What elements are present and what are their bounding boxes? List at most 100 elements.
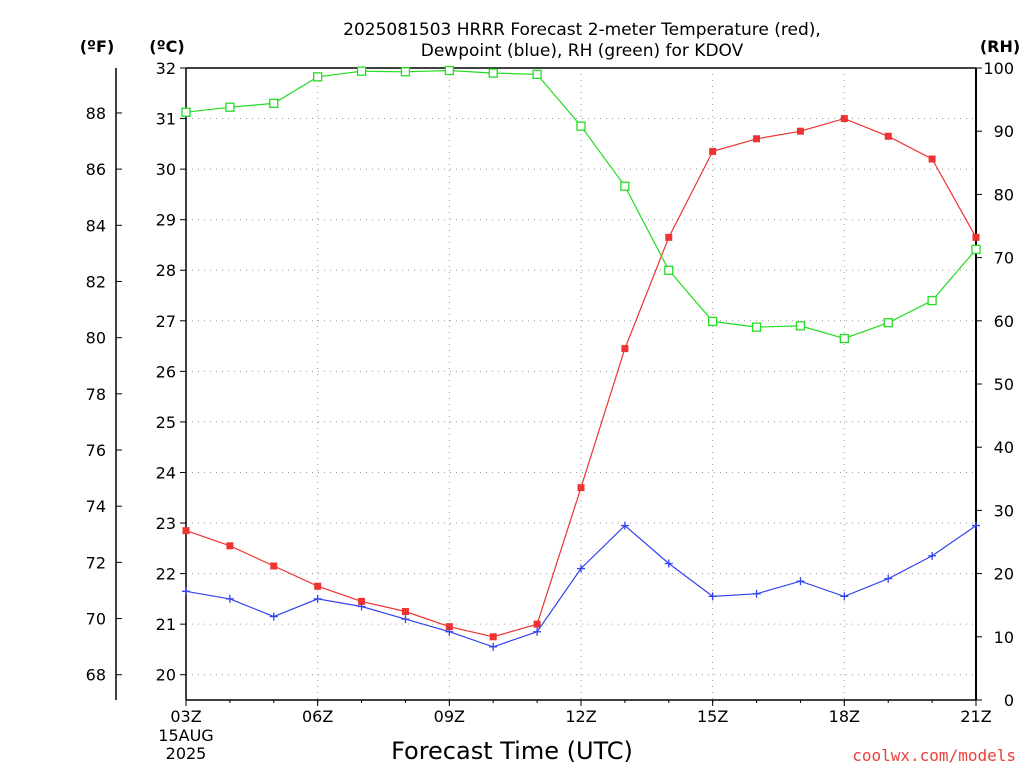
credit-text: coolwx.com/models [852, 746, 1016, 765]
celsius-tick-label: 30 [156, 160, 176, 179]
dewpoint-point [313, 594, 322, 603]
temperature-point [226, 542, 234, 550]
dewpoint-point [752, 589, 761, 598]
series-dewpoint [182, 521, 980, 651]
chart-title-line1: 2025081503 HRRR Forecast 2-meter Tempera… [343, 20, 821, 40]
celsius-tick-label: 32 [156, 59, 176, 78]
fahrenheit-tick-label: 72 [86, 553, 106, 572]
fahrenheit-tick-label: 78 [86, 385, 106, 404]
temperature-point [884, 132, 892, 140]
rh-tick-label: 80 [994, 185, 1014, 204]
rh-unit-label: (RH) [980, 37, 1020, 56]
rh-tick-label: 50 [994, 375, 1014, 394]
dewpoint-point [840, 592, 849, 601]
series-rh [181, 65, 981, 344]
series-line-dewpoint [185, 524, 977, 648]
rh-point [356, 66, 367, 76]
rh-point [751, 322, 762, 332]
dewpoint-point [357, 602, 366, 611]
x-tick-label: 18Z [829, 707, 860, 726]
celsius-tick-label: 29 [156, 211, 176, 230]
temperature-point [840, 115, 848, 123]
rh-point [313, 72, 323, 82]
celsius-tick-label: 23 [156, 514, 176, 533]
x-tick-label: 03Z [170, 707, 201, 726]
rh-point [664, 265, 674, 275]
dewpoint-point [664, 559, 673, 568]
x-tick-label: 21Z [960, 707, 991, 726]
temperature-point [314, 582, 322, 590]
axes [115, 67, 982, 706]
temperature-point [445, 623, 453, 631]
dewpoint-point [269, 612, 278, 621]
rh-tick-label: 90 [994, 122, 1014, 141]
chart-title-line2: Dewpoint (blue), RH (green) for KDOV [421, 41, 744, 61]
series-temperature [182, 115, 980, 641]
dewpoint-point [972, 521, 980, 530]
celsius-tick-label: 25 [156, 413, 176, 432]
dewpoint-point [928, 551, 937, 560]
celsius-tick-label: 20 [156, 666, 176, 685]
dewpoint-point [796, 577, 805, 586]
celsius-tick-label: 24 [156, 463, 176, 482]
celsius-tick-label: 22 [156, 565, 176, 584]
x-date-label: 15AUG [158, 726, 213, 745]
rh-point [708, 316, 718, 327]
temperature-point [358, 597, 366, 605]
rh-tick-label: 100 [983, 59, 1014, 78]
data-series [181, 65, 981, 651]
fahrenheit-tick-label: 74 [86, 497, 106, 516]
rh-point [795, 321, 806, 331]
temperature-point [972, 233, 980, 241]
dewpoint-point [884, 574, 893, 583]
grid-lines [186, 68, 976, 700]
fahrenheit-tick-label: 76 [86, 441, 106, 460]
rh-tick-label: 20 [994, 565, 1014, 584]
celsius-tick-label: 28 [156, 261, 176, 280]
x-tick-label: 06Z [302, 707, 333, 726]
dewpoint-point [708, 592, 717, 601]
fahrenheit-tick-label: 80 [86, 329, 106, 348]
fahrenheit-tick-label: 82 [86, 272, 106, 291]
x-tick-label: 12Z [565, 707, 596, 726]
celsius-tick-label: 31 [156, 110, 176, 129]
rh-point [927, 295, 937, 306]
temperature-point [533, 620, 541, 628]
dewpoint-point [489, 642, 498, 651]
dewpoint-point [620, 521, 629, 530]
celsius-unit-label: (ºC) [149, 37, 184, 56]
temperature-point [709, 147, 717, 155]
temperature-point [489, 633, 497, 641]
fahrenheit-tick-label: 88 [86, 104, 106, 123]
temperature-point [665, 233, 673, 241]
rh-point [839, 333, 849, 344]
dewpoint-point [401, 615, 410, 624]
temperature-point [928, 155, 936, 163]
celsius-tick-label: 21 [156, 615, 176, 634]
temperature-point [621, 345, 629, 353]
rh-tick-label: 30 [994, 501, 1014, 520]
celsius-tick-label: 27 [156, 312, 176, 331]
rh-point [269, 98, 279, 109]
temperature-point [753, 135, 761, 143]
fahrenheit-unit-label: (ºF) [80, 37, 115, 56]
rh-point [576, 121, 586, 131]
dewpoint-point [225, 594, 234, 603]
dewpoint-point [182, 587, 190, 596]
x-tick-label: 09Z [434, 707, 465, 726]
x-axis-title: Forecast Time (UTC) [391, 737, 633, 765]
dewpoint-point [577, 564, 585, 573]
rh-tick-label: 10 [994, 628, 1014, 647]
rh-tick-label: 70 [994, 249, 1014, 268]
rh-tick-label: 40 [994, 438, 1014, 457]
rh-point [488, 68, 498, 78]
fahrenheit-tick-label: 68 [86, 666, 106, 685]
temperature-point [401, 608, 409, 616]
fahrenheit-tick-label: 70 [86, 610, 106, 629]
rh-point [225, 102, 235, 112]
rh-point [444, 65, 454, 76]
series-line-temperature [185, 117, 977, 638]
dewpoint-point [533, 627, 542, 636]
rh-point [620, 181, 630, 191]
